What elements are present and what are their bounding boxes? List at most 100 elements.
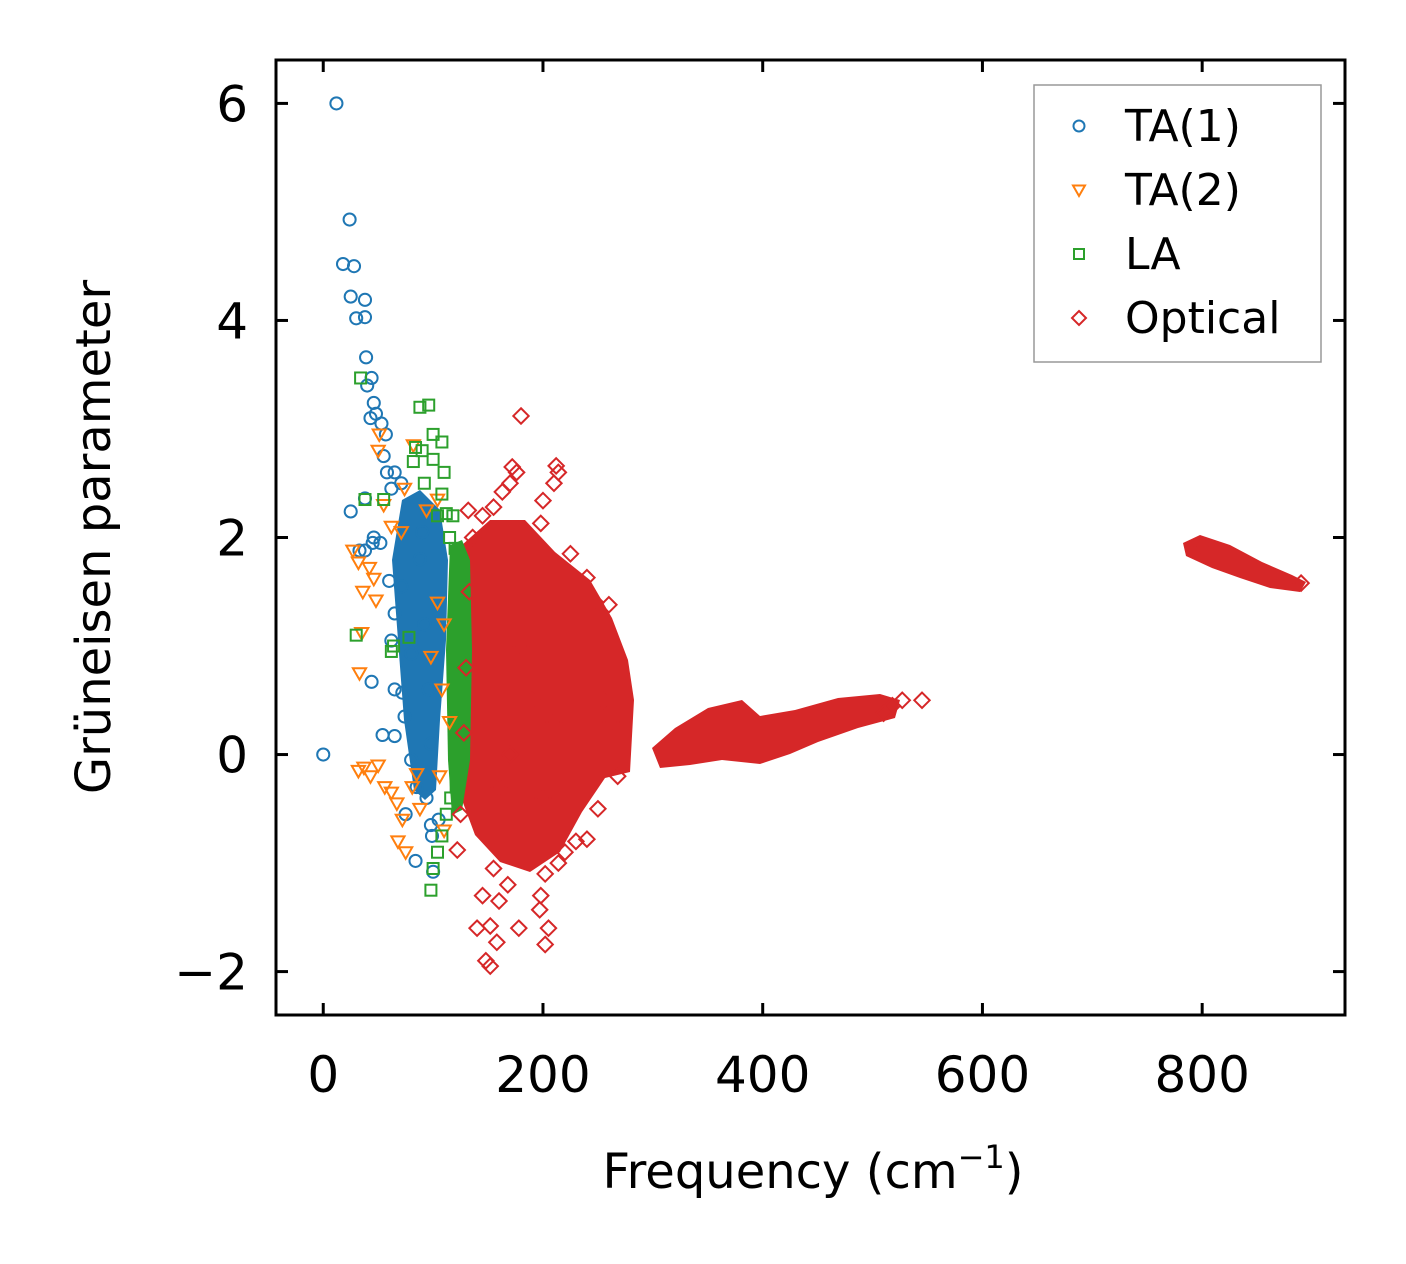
la-point [435,435,449,449]
y-axis-label: Grüneisen parameter [66,280,122,795]
optical-point [481,916,500,936]
y-tick-label: 2 [216,510,248,568]
ta-2-point [422,650,440,666]
legend-label: TA(2) [1124,165,1241,216]
optical-point [594,691,613,710]
optical-point [489,777,509,797]
legend-marker [1071,184,1087,199]
ta-1-point [359,350,374,365]
legend-label: Optical [1125,293,1280,344]
ta-1-point [378,427,393,442]
optical-point [566,832,586,851]
optical-point [473,506,492,525]
ta-2-point [365,572,383,588]
optical-point [511,406,531,426]
la-point [415,444,429,458]
ta-2-point [370,428,388,444]
optical-point [912,691,932,710]
ta-2-point [350,556,367,572]
optical-point [531,886,550,905]
ta-1-point [394,579,409,594]
x-axis-label: Frequency (cm−1) [602,1138,1023,1200]
ta-1-point [357,292,373,307]
optical-point [498,875,517,894]
optical-point [599,595,619,614]
optical-point [544,474,564,493]
optical-point [511,636,531,656]
optical-point [473,886,492,905]
x-tick-label: 200 [495,1046,590,1104]
ta-2-point [403,781,421,796]
ta-2-point [383,786,400,802]
optical-point [536,935,555,954]
optical-point [549,853,568,873]
x-tick-label: 400 [715,1046,810,1104]
la-point [449,780,463,794]
y-axis: −2 0 2 4 6 [174,75,1345,1002]
ta-2-point [392,526,410,541]
optical-point [530,900,549,919]
optical-point [577,830,597,849]
la-point [406,455,420,469]
optical-point [555,843,575,862]
ta-1-point [342,212,357,227]
la-point [377,493,391,507]
ta-2-point [351,667,368,682]
ta-2-point [367,594,385,610]
ta-2-point [369,444,387,460]
ta-2-point [433,683,451,699]
optical-point [588,799,608,818]
legend-items: TA(1) TA(2) LA Optical [1070,101,1280,344]
la-point [424,883,438,897]
y-tick-label: 4 [216,292,248,350]
ta-1-point [423,736,438,751]
ta-1-point [412,552,427,567]
optical-point [1291,573,1311,593]
optical-band-low [652,694,900,768]
optical-point [893,691,912,710]
la-point [422,398,436,412]
ta-2-point [362,770,379,785]
ta-1-point [349,311,364,326]
ta-1-point [382,573,397,588]
la-point [443,531,457,544]
ta-1-point [404,646,419,661]
ta-1-point [373,535,388,550]
y-tick-label: −2 [174,944,248,1002]
optical-point [533,491,553,510]
legend-box [1033,84,1322,363]
ta-1-point [364,674,379,689]
y-tick-label: 0 [216,727,248,785]
y-tick-label: 6 [216,75,248,133]
optical-point [460,582,479,601]
la-point [435,487,449,501]
ta-1-point [424,828,440,843]
la-point [448,541,462,555]
la-dense-cluster [446,540,472,815]
la-point [431,509,445,523]
optical-point [454,723,473,742]
la-point [417,476,431,490]
ta-1-point [360,378,375,393]
scatter-markers [316,96,1311,976]
la-point [437,465,451,479]
optical-point [463,528,482,547]
optical-point [489,891,509,911]
ta-2-point [435,618,453,633]
ta-1-point [395,685,410,700]
optical-band-high [1183,535,1306,592]
optical-point [577,568,597,587]
la-point [426,452,440,466]
optical-point [539,919,558,938]
la-point [457,617,471,631]
la-point [431,845,445,859]
la-point [454,563,468,577]
optical-point [544,712,564,732]
legend-marker [1073,248,1085,260]
ta-2-point [441,716,458,731]
ta-2-point [388,797,406,812]
optical-point [487,933,506,952]
ta-1-point [387,606,402,621]
optical-point [547,456,566,475]
